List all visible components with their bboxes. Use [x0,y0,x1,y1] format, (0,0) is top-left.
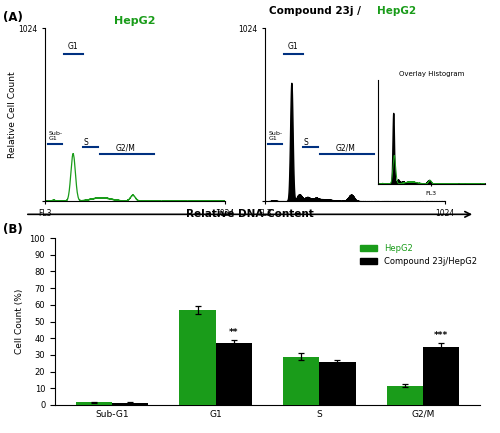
Text: S: S [84,138,88,147]
Bar [216,343,252,405]
Text: G1: G1 [288,42,298,52]
Text: **: ** [229,328,238,337]
Text: Relative DNA Content: Relative DNA Content [186,209,314,220]
Bar [386,386,423,405]
Bar [112,403,148,405]
Text: G2/M: G2/M [336,144,356,153]
Bar [423,346,460,405]
Text: G2/M: G2/M [116,144,136,153]
Bar [180,310,216,405]
Text: Compound 23j /: Compound 23j / [268,6,360,16]
Text: Sub-
G1: Sub- G1 [268,130,282,141]
Bar [283,356,320,405]
Y-axis label: Cell Count (%): Cell Count (%) [15,289,24,354]
Text: ***: *** [434,331,448,340]
Bar [76,402,112,405]
Text: G1: G1 [68,42,78,52]
Text: Overlay Histogram: Overlay Histogram [398,71,464,77]
Text: (B): (B) [2,223,22,236]
Text: HepG2: HepG2 [376,6,416,16]
Text: Sub-
G1: Sub- G1 [48,130,62,141]
Bar [320,362,356,405]
Text: Relative Cell Count: Relative Cell Count [8,71,17,158]
Title: HepG2: HepG2 [114,16,156,26]
Text: S: S [304,138,308,147]
Text: (A): (A) [2,11,22,24]
Legend: HepG2, Compound 23j/HepG2: HepG2, Compound 23j/HepG2 [357,241,480,269]
